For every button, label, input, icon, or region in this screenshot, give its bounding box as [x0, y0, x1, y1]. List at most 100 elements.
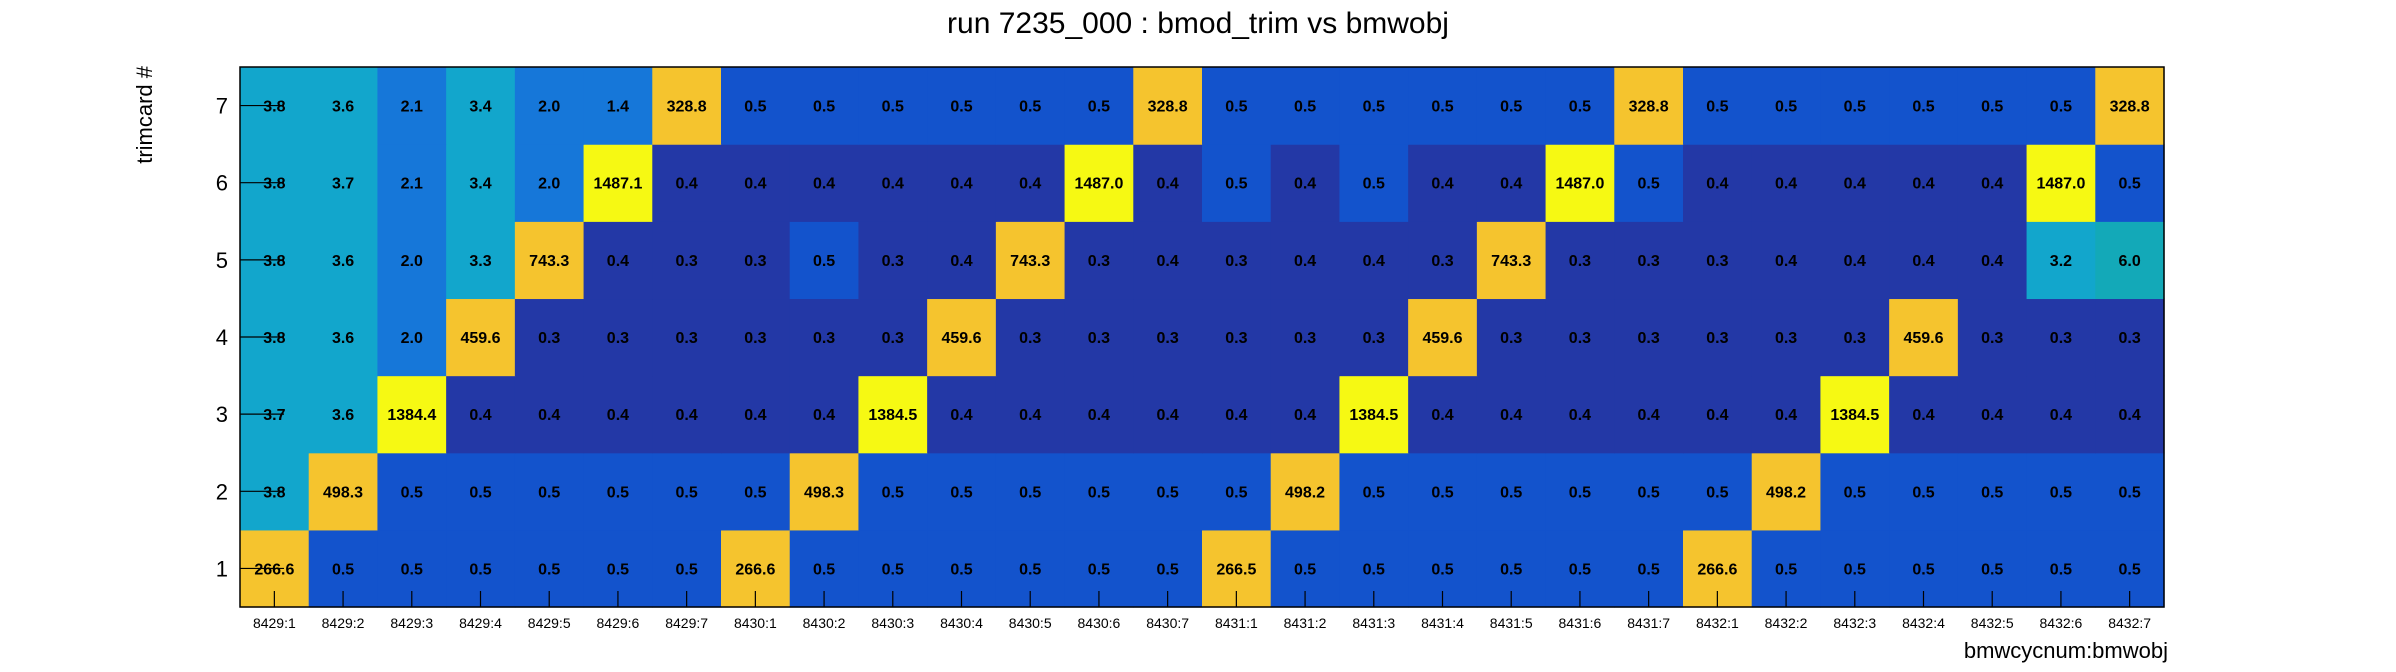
heatmap-cell: [652, 144, 722, 222]
heatmap-cell: [1339, 221, 1409, 300]
heatmap-cell: [2026, 375, 2096, 454]
cell-value-label: 1384.4: [387, 407, 436, 424]
heatmap-cell: [858, 144, 928, 222]
cell-value-label: 0.5: [401, 484, 423, 501]
cell-value-label: 0.3: [1844, 330, 1866, 347]
cell-value-label: 0.4: [1157, 407, 1179, 424]
cell-value-label: 3.6: [332, 407, 354, 424]
cell-value-label: 0.3: [676, 253, 698, 270]
cell-value-label: 0.5: [1775, 561, 1797, 578]
heatmap-cell: [2095, 452, 2165, 531]
heatmap-cell: [1270, 67, 1341, 145]
heatmap-cell: [1202, 67, 1272, 145]
cell-value-label: 459.6: [1903, 330, 1943, 347]
x-tick-label: 8430:1: [734, 615, 777, 631]
cell-value-label: 0.3: [2050, 330, 2072, 347]
heatmap-cell: [583, 375, 653, 454]
heatmap-cell: [1889, 67, 1959, 145]
cell-value-label: 0.3: [1088, 253, 1110, 270]
cell-value-label: 1487.0: [1074, 176, 1123, 193]
heatmap-cell: [377, 144, 447, 222]
y-tick-label: 6: [216, 171, 228, 196]
heatmap-cell: [927, 298, 997, 377]
heatmap-cell: [1339, 144, 1409, 222]
cell-value-label: 0.5: [538, 484, 560, 501]
heatmap-cell: [2026, 452, 2096, 531]
x-tick-label: 8431:3: [1352, 615, 1395, 631]
cell-value-label: 0.5: [1088, 99, 1110, 116]
cell-value-label: 0.4: [1775, 253, 1797, 270]
heatmap-cell: [308, 221, 379, 300]
cell-value-label: 0.3: [1981, 330, 2003, 347]
cell-value-label: 0.5: [607, 484, 629, 501]
heatmap-cell: [583, 452, 653, 531]
cell-value-label: 0.5: [1225, 99, 1247, 116]
cell-value-label: 0.4: [1912, 176, 1934, 193]
cell-value-label: 1384.5: [1830, 407, 1879, 424]
x-tick-label: 8431:2: [1284, 615, 1327, 631]
heatmap-cell: [2026, 298, 2096, 377]
cell-value-label: 0.5: [1981, 484, 2003, 501]
heatmap-cell: [1683, 298, 1753, 377]
cell-value-label: 0.5: [1844, 484, 1866, 501]
cell-value-label: 0.5: [1363, 176, 1385, 193]
heatmap-cell: [377, 452, 447, 531]
heatmap-cell: [1889, 375, 1959, 454]
x-tick-label: 8429:6: [597, 615, 640, 631]
x-axis-title: bmwcycnum:bmwobj: [1964, 638, 2168, 663]
cell-value-label: 3.8: [263, 330, 285, 347]
cell-value-label: 0.3: [538, 330, 560, 347]
heatmap-cell: [583, 144, 653, 222]
cell-value-label: 0.5: [2119, 561, 2141, 578]
cell-value-label: 3.4: [469, 176, 491, 193]
heatmap-cell: [789, 221, 860, 300]
heatmap-cell: [2026, 144, 2096, 222]
cell-value-label: 0.3: [1569, 330, 1591, 347]
cell-value-label: 266.6: [735, 561, 775, 578]
heatmap-cell: [995, 452, 1066, 531]
heatmap-cell: [1820, 298, 1890, 377]
cell-value-label: 0.5: [1019, 484, 1041, 501]
heatmap-cell: [514, 144, 585, 222]
heatmap-cell: [1751, 375, 1822, 454]
heatmap-cell: [2095, 375, 2165, 454]
heatmap-cell: [1820, 452, 1890, 531]
cell-value-label: 0.3: [744, 253, 766, 270]
heatmap-cell: [1408, 67, 1478, 145]
cell-value-label: 0.5: [882, 484, 904, 501]
heatmap-cell: [377, 375, 447, 454]
heatmap-cell: [927, 452, 997, 531]
cell-value-label: 2.0: [538, 99, 560, 116]
cell-value-label: 3.6: [332, 99, 354, 116]
cell-value-label: 0.3: [676, 330, 698, 347]
cell-value-label: 0.4: [2119, 407, 2141, 424]
heatmap-cell: [1614, 221, 1684, 300]
x-tick-label: 8431:5: [1490, 615, 1533, 631]
cell-value-label: 0.4: [1157, 253, 1179, 270]
cell-value-label: 0.3: [1569, 253, 1591, 270]
heatmap-cell: [377, 298, 447, 377]
heatmap-cell: [446, 144, 516, 222]
heatmap-cell: [1133, 298, 1203, 377]
cell-value-label: 0.5: [1569, 99, 1591, 116]
heatmap-cell: [1820, 67, 1890, 145]
cell-value-label: 0.5: [1844, 99, 1866, 116]
heatmap-cell: [1889, 221, 1959, 300]
cell-value-label: 743.3: [1010, 253, 1050, 270]
y-tick-label: 2: [216, 479, 228, 504]
cell-value-label: 0.4: [813, 176, 835, 193]
cell-value-label: 0.3: [1431, 253, 1453, 270]
cell-value-label: 0.4: [469, 407, 491, 424]
cell-value-label: 2.0: [401, 330, 423, 347]
cell-value-label: 498.2: [1766, 484, 1806, 501]
heatmap-cell: [1889, 452, 1959, 531]
heatmap-cell: [1270, 144, 1341, 222]
cell-value-label: 0.3: [1225, 330, 1247, 347]
heatmap-cell: [652, 298, 722, 377]
cell-value-label: 0.4: [1294, 407, 1316, 424]
cell-value-label: 0.3: [1225, 253, 1247, 270]
cell-value-label: 0.5: [950, 484, 972, 501]
x-tick-label: 8431:4: [1421, 615, 1464, 631]
cell-value-label: 0.4: [1706, 176, 1728, 193]
heatmap-cell: [1408, 144, 1478, 222]
